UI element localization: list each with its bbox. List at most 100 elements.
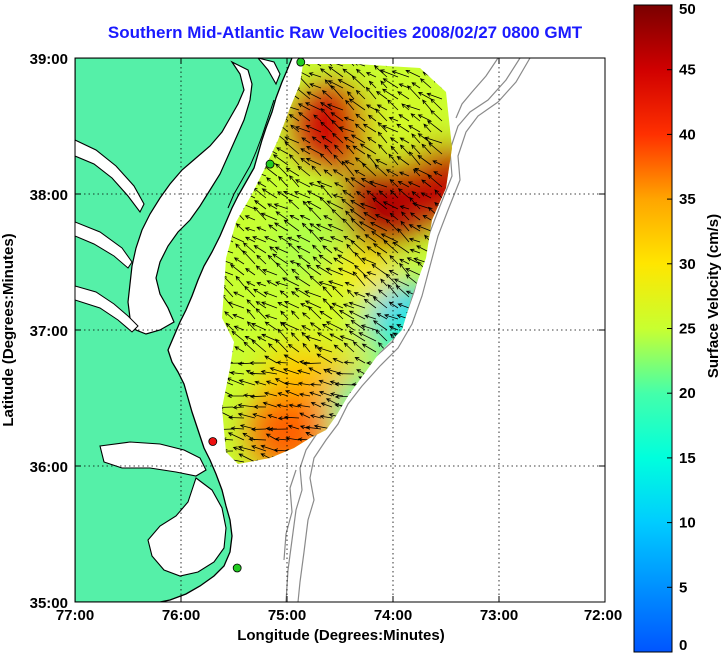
velocity-arrow	[290, 310, 300, 320]
velocity-arrow	[272, 253, 289, 265]
velocity-arrow	[391, 70, 410, 78]
velocity-arrow	[233, 257, 245, 265]
velocity-arrow	[372, 320, 388, 331]
velocity-arrow	[231, 330, 245, 342]
velocity-arrow	[244, 285, 256, 298]
velocity-arrow	[243, 341, 256, 353]
velocity-arrow	[288, 198, 300, 210]
velocity-arrow	[277, 176, 289, 188]
velocity-arrow	[337, 267, 355, 276]
velocity-arrow	[332, 358, 344, 364]
velocity-arrow	[306, 91, 322, 100]
velocity-arrow	[267, 343, 278, 353]
velocity-arrow	[301, 222, 311, 232]
velocity-arrow	[348, 330, 366, 342]
velocity-arrow	[398, 171, 410, 177]
velocity-arrow	[319, 153, 333, 166]
velocity-arrow	[329, 392, 344, 397]
velocity-arrow	[421, 143, 432, 155]
grid	[75, 58, 605, 602]
y-tick-label: 36:00	[30, 459, 68, 476]
velocity-arrow	[288, 113, 300, 122]
colorbar-gradient	[633, 4, 673, 653]
velocity-arrow	[387, 284, 399, 298]
velocity-arrow	[382, 78, 399, 89]
velocity-arrow	[262, 268, 278, 276]
york-river	[75, 221, 133, 269]
x-tick-label: 76:00	[162, 607, 200, 624]
velocity-arrow	[348, 301, 366, 309]
velocity-arrow	[401, 103, 410, 111]
velocity-arrow	[348, 310, 366, 320]
velocity-arrow	[372, 243, 388, 254]
velocity-arrow	[290, 124, 300, 133]
velocity-arrow	[392, 241, 410, 254]
velocity-arrow	[342, 189, 355, 199]
velocity-arrow	[278, 235, 289, 243]
velocity-arrow	[224, 311, 234, 320]
colorbar-tick-label: 30	[679, 256, 696, 273]
x-tick-label: 75:00	[268, 607, 306, 624]
velocity-arrow	[227, 393, 244, 399]
velocity-arrow	[330, 85, 344, 100]
velocity-arrow	[380, 80, 388, 89]
velocity-arrow	[264, 321, 278, 331]
velocity-arrow	[285, 436, 300, 441]
velocity-arrow	[358, 332, 377, 342]
velocity-arrow	[369, 222, 388, 232]
velocity-arrow	[246, 308, 256, 320]
velocity-arrow	[320, 121, 333, 133]
velocity-arrow	[235, 275, 245, 287]
velocity-arrow	[318, 236, 333, 243]
velocity-arrow	[289, 214, 300, 221]
velocity-arrow	[361, 343, 377, 353]
y-tick-labels: 35:00 36:00 37:00 38:00 39:00	[30, 51, 68, 612]
velocity-arrow	[398, 114, 410, 122]
velocity-arrow	[366, 190, 377, 199]
colorbar-tick-label: 50	[679, 1, 696, 18]
velocity-arrow	[399, 137, 410, 144]
velocity-arrow	[308, 182, 322, 188]
velocity-arrow	[282, 190, 300, 199]
velocity-arrow	[238, 379, 256, 386]
velocity-arrow	[297, 103, 311, 111]
velocity-arrow	[363, 212, 377, 221]
velocity-arrow	[375, 90, 388, 100]
velocity-arrow	[309, 83, 322, 89]
velocity-arrow	[277, 328, 289, 342]
velocity-arrow	[314, 344, 322, 353]
velocity-arrow	[422, 99, 432, 111]
velocity-arrow	[387, 99, 399, 111]
colorbar-tick-label: 0	[679, 637, 687, 654]
velocity-arrow	[397, 303, 410, 309]
velocity-arrow	[308, 206, 322, 221]
velocity-arrow	[379, 69, 399, 78]
velocity-arrow	[421, 179, 432, 188]
chesapeake-bay	[127, 60, 253, 335]
velocity-arrow	[296, 262, 311, 276]
velocity-arrow	[397, 227, 410, 243]
velocity-arrow	[272, 154, 289, 166]
colorbar-label: Surface Velocity (cm/s)	[705, 214, 722, 378]
velocity-arrow	[344, 281, 355, 287]
velocity-arrow	[308, 367, 322, 375]
velocity-arrow	[346, 289, 355, 298]
velocity-arrow	[324, 64, 344, 67]
velocity-arrow	[316, 332, 333, 342]
velocity-arrow	[332, 194, 344, 199]
pamlico-sound	[147, 477, 227, 577]
velocity-arrow	[227, 301, 245, 309]
velocity-arrow	[374, 214, 388, 221]
velocity-arrow	[301, 325, 311, 331]
velocity-arrow	[277, 301, 289, 309]
velocity-arrow	[319, 196, 333, 210]
velocity-arrow	[331, 119, 344, 133]
velocity-arrow	[433, 171, 443, 177]
velocity-arrow	[354, 123, 366, 133]
velocity-arrow	[301, 312, 311, 320]
velocity-arrow	[269, 367, 289, 375]
velocity-arrow	[344, 323, 355, 331]
velocity-arrow	[381, 125, 399, 133]
velocity-arrow	[232, 313, 245, 320]
x-axis-label: Longitude (Degrees:Minutes)	[237, 627, 445, 644]
